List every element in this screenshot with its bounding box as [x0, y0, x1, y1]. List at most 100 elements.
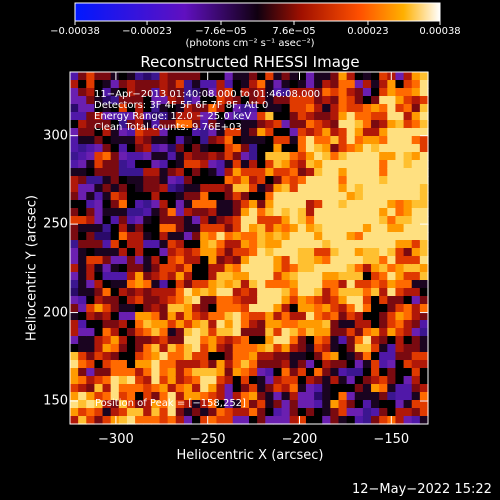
heatmap-cell	[232, 344, 242, 353]
heatmap-cell	[135, 264, 144, 273]
heatmap-cell	[208, 352, 218, 361]
heatmap-cell	[289, 312, 299, 321]
heatmap-cell	[224, 104, 234, 113]
heatmap-cell	[379, 320, 388, 329]
heatmap-cell	[403, 344, 413, 353]
heatmap-cell	[78, 336, 87, 345]
colorbar-tick-label: −7.6e−05	[195, 26, 247, 37]
heatmap-cell	[224, 144, 234, 153]
heatmap-cell	[192, 280, 201, 289]
heatmap-cell	[135, 320, 144, 329]
heatmap-cell	[192, 112, 201, 121]
heatmap-cell	[167, 128, 177, 137]
heatmap-cell	[151, 288, 161, 297]
heatmap-cell	[78, 248, 87, 257]
heatmap-cell	[110, 272, 120, 281]
heatmap-cell	[257, 184, 266, 193]
heatmap-cell	[395, 160, 405, 169]
heatmap-cell	[403, 392, 413, 401]
heatmap-cell	[183, 152, 193, 161]
heatmap-cell	[314, 168, 323, 177]
heatmap-cell	[322, 136, 331, 145]
heatmap-cell	[257, 216, 266, 225]
heatmap-cell	[395, 320, 405, 329]
heatmap-cell	[126, 96, 136, 105]
heatmap-cell	[78, 392, 87, 401]
heatmap-cell	[94, 224, 104, 233]
heatmap-cell	[240, 328, 250, 337]
heatmap-cell	[338, 208, 348, 217]
heatmap-cell	[200, 312, 209, 321]
heatmap-cell	[314, 88, 323, 97]
heatmap-cell	[249, 376, 258, 385]
heatmap-cell	[395, 256, 405, 265]
heatmap-cell	[70, 136, 79, 145]
heatmap-cell	[183, 112, 193, 121]
heatmap-cell	[297, 200, 307, 209]
heatmap-cell	[240, 352, 250, 361]
heatmap-cell	[110, 344, 120, 353]
heatmap-cell	[419, 376, 429, 385]
heatmap-cell	[70, 80, 79, 89]
heatmap-cell	[330, 136, 340, 145]
heatmap-cell	[86, 120, 96, 129]
heatmap-cell	[330, 88, 340, 97]
heatmap-cell	[362, 360, 372, 369]
heatmap-cell	[354, 168, 364, 177]
heatmap-cell	[110, 360, 120, 369]
heatmap-cell	[232, 360, 242, 369]
heatmap-cell	[126, 240, 136, 249]
heatmap-cell	[289, 136, 299, 145]
heatmap-cell	[297, 208, 307, 217]
heatmap-cell	[86, 160, 96, 169]
heatmap-cell	[86, 416, 96, 425]
heatmap-cell	[249, 88, 258, 97]
heatmap-cell	[419, 96, 429, 105]
heatmap-cell	[249, 152, 258, 161]
heatmap-cell	[86, 216, 96, 225]
heatmap-cell	[159, 232, 169, 241]
heatmap-cell	[232, 288, 242, 297]
heatmap-cell	[265, 248, 275, 257]
heatmap-cell	[387, 80, 397, 89]
heatmap-cell	[330, 400, 340, 409]
heatmap-cell	[216, 360, 226, 369]
heatmap-cell	[346, 160, 356, 169]
x-tick-label: −300	[98, 432, 134, 447]
heatmap-cell	[354, 296, 364, 305]
heatmap-cell	[265, 152, 275, 161]
heatmap-cell	[167, 288, 177, 297]
heatmap-cell	[94, 272, 104, 281]
heatmap-cell	[118, 200, 128, 209]
heatmap-cell	[411, 392, 421, 401]
heatmap-cell	[387, 352, 397, 361]
heatmap-cell	[135, 296, 144, 305]
heatmap-cell	[167, 296, 177, 305]
heatmap-cell	[281, 288, 291, 297]
heatmap-cell	[183, 272, 193, 281]
heatmap-cell	[94, 416, 104, 425]
heatmap-cell	[395, 88, 405, 97]
heatmap-cell	[216, 200, 226, 209]
heatmap-cell	[411, 144, 421, 153]
heatmap-cell	[70, 336, 79, 345]
heatmap-cell	[330, 248, 340, 257]
heatmap-cell	[200, 376, 209, 385]
heatmap-cell	[338, 112, 348, 121]
heatmap-cell	[143, 296, 152, 305]
heatmap-cell	[224, 288, 234, 297]
heatmap-cell	[419, 416, 429, 425]
heatmap-cell	[379, 384, 388, 393]
heatmap-cell	[167, 400, 177, 409]
heatmap-cell	[167, 384, 177, 393]
heatmap-cell	[118, 104, 128, 113]
heatmap-cell	[240, 128, 250, 137]
heatmap-cell	[159, 256, 169, 265]
heatmap-cell	[216, 232, 226, 241]
heatmap-cell	[362, 184, 372, 193]
heatmap-cell	[102, 392, 112, 401]
heatmap-cell	[297, 376, 307, 385]
heatmap-cell	[362, 416, 372, 425]
heatmap-cell	[94, 256, 104, 265]
heatmap-cell	[151, 320, 161, 329]
